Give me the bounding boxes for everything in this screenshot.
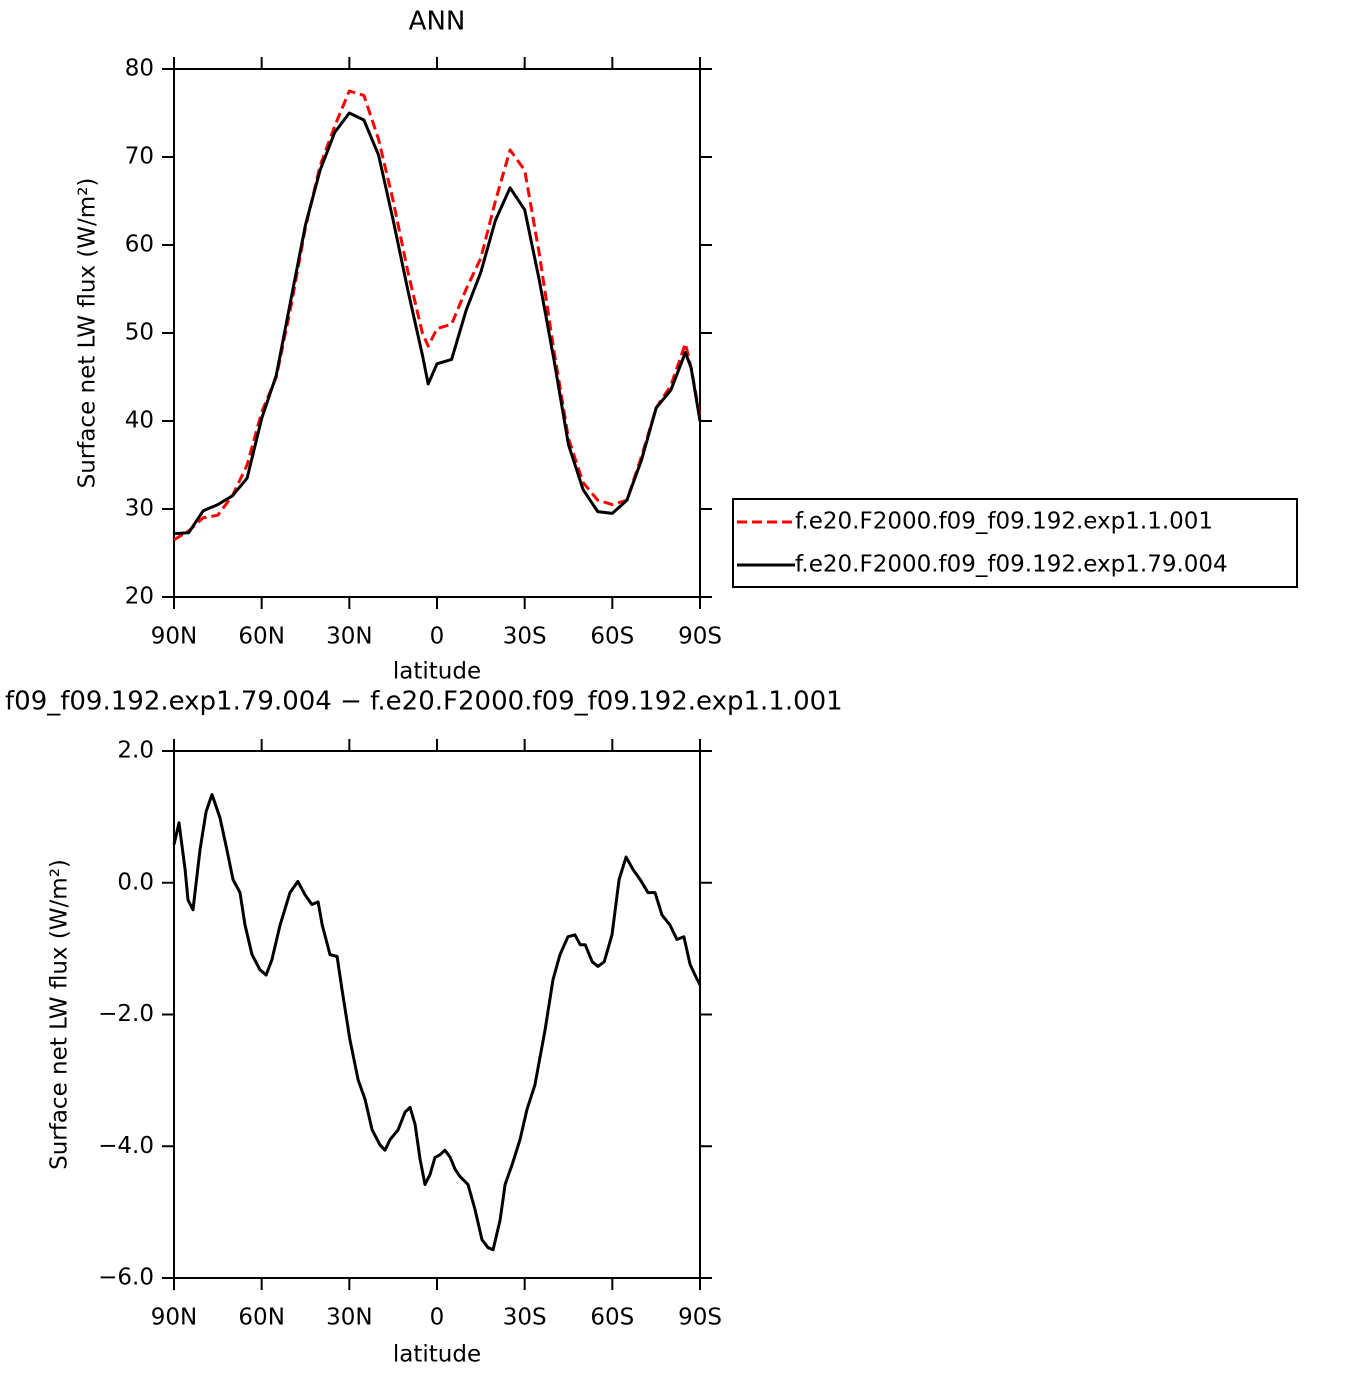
y-tick-label: 0.0: [117, 869, 154, 895]
x-axis-label: latitude: [393, 1342, 481, 1368]
y-tick-label: −2.0: [98, 1001, 154, 1027]
legend-label: f.e20.F2000.f09_f09.192.exp1.1.001: [795, 509, 1213, 535]
y-axis-label: Surface net LW flux (W/m²): [47, 859, 73, 1170]
x-tick-label: 90N: [151, 1305, 197, 1331]
legend-label: f.e20.F2000.f09_f09.192.exp1.79.004: [795, 552, 1228, 578]
y-tick-label: 60: [125, 232, 154, 258]
y-tick-label: 30: [125, 496, 154, 522]
y-tick-label: −6.0: [98, 1265, 154, 1291]
chart-title: f09_f09.192.exp1.79.004 − f.e20.F2000.f0…: [5, 687, 843, 717]
x-tick-label: 90N: [151, 624, 197, 650]
x-tick-label: 0: [430, 1305, 445, 1331]
legend-box: [732, 498, 1298, 588]
x-tick-label: 60S: [590, 1305, 634, 1331]
x-tick-label: 60N: [238, 1305, 284, 1331]
y-tick-label: −4.0: [98, 1133, 154, 1159]
y-tick-label: 70: [125, 144, 154, 170]
series-line: [173, 111, 702, 536]
x-tick-label: 60N: [238, 624, 284, 650]
x-tick-label: 0: [430, 624, 445, 650]
x-tick-label: 30N: [326, 624, 372, 650]
y-axis-label: Surface net LW flux (W/m²): [75, 178, 101, 489]
plot-frame: [173, 68, 701, 598]
x-tick-label: 30S: [503, 1305, 547, 1331]
y-tick-label: 20: [125, 584, 154, 610]
y-tick-label: 40: [125, 408, 154, 434]
series-line: [172, 793, 702, 1252]
y-tick-label: 80: [125, 56, 154, 82]
x-axis-label: latitude: [393, 659, 481, 685]
chart-title: ANN: [409, 7, 466, 37]
x-tick-label: 90S: [678, 624, 722, 650]
series-line: [173, 89, 702, 542]
x-tick-label: 60S: [590, 624, 634, 650]
y-tick-label: 2.0: [117, 738, 154, 764]
x-tick-label: 30N: [326, 1305, 372, 1331]
plot-frame: [173, 750, 701, 1279]
x-tick-label: 90S: [678, 1305, 722, 1331]
x-tick-label: 30S: [503, 624, 547, 650]
y-tick-label: 50: [125, 320, 154, 346]
